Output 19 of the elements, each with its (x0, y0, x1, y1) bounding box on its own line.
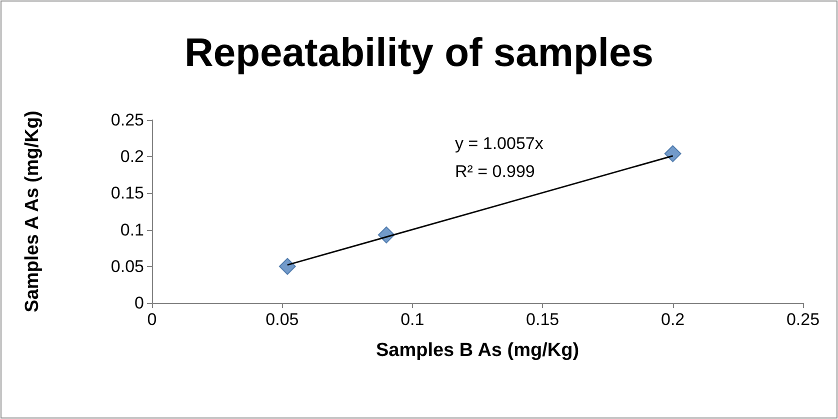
x-tick-label: 0 (147, 310, 157, 329)
x-tick-label: 0.25 (786, 310, 820, 329)
x-tick-label: 0.15 (526, 310, 560, 329)
y-tick-label: 0.25 (110, 110, 144, 130)
annotation: R² = 0.999 (455, 162, 535, 181)
chart-title: Repeatability of samples (184, 31, 654, 75)
y-tick-label: 0 (134, 294, 144, 312)
y-tick-label: 0.15 (110, 184, 144, 203)
x-tick-label: 0.1 (400, 310, 424, 329)
point (664, 145, 682, 162)
y-tick-label: 0.2 (120, 147, 144, 166)
x-axis-title: Samples B As (mg/Kg) (376, 340, 580, 361)
y-axis-title: Samples A As (mg/Kg) (22, 110, 43, 312)
annotation: y = 1.0057x (455, 134, 544, 153)
y-tick-label: 0.05 (110, 256, 144, 276)
x-tick-label: 0.05 (266, 310, 299, 329)
y-tick-label: 0.1 (120, 220, 144, 240)
x-tick-label: 0.2 (660, 310, 685, 329)
point (278, 258, 296, 275)
